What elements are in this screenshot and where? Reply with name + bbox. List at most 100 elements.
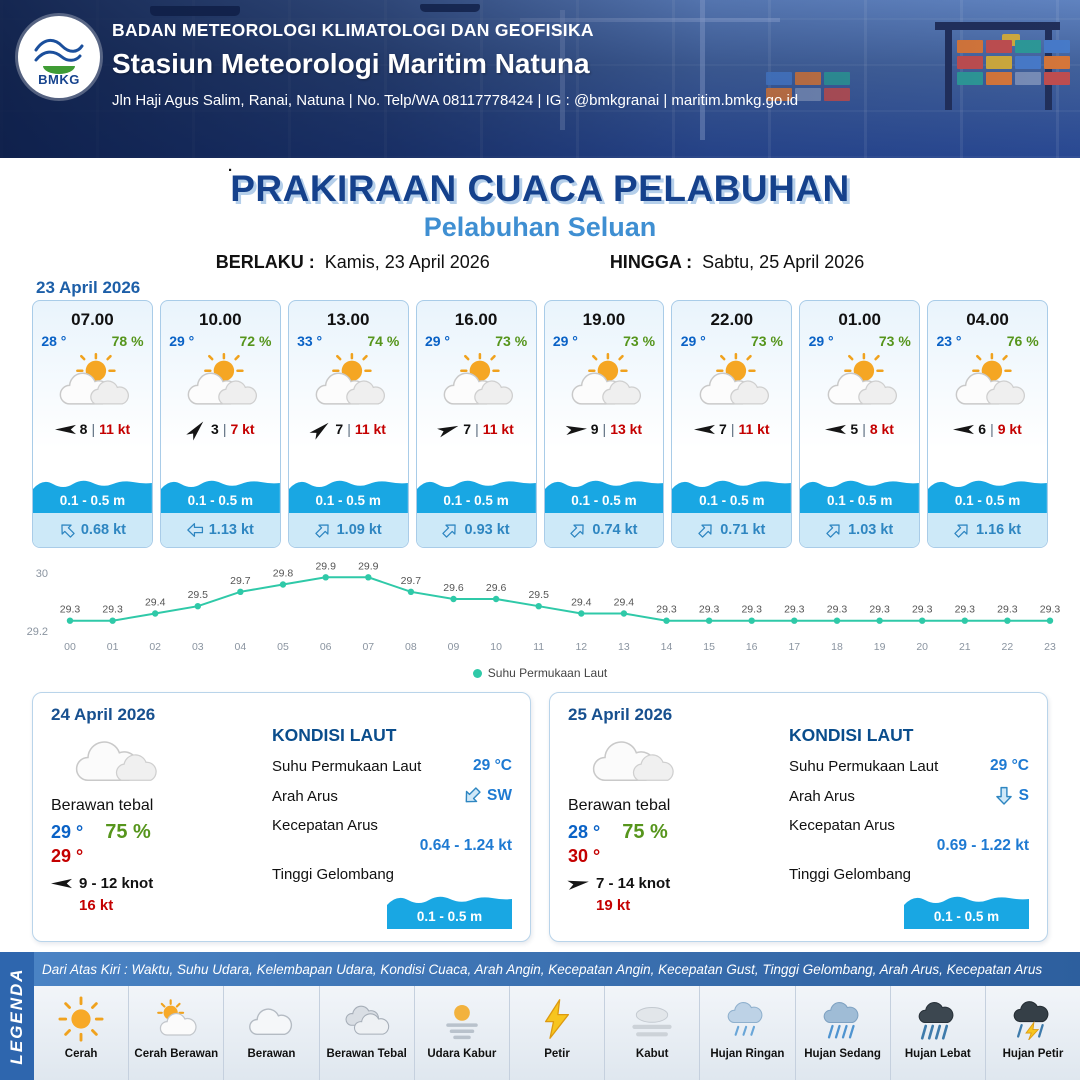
legend-item: Hujan Sedang — [795, 986, 891, 1080]
wind-direction-icon — [309, 418, 332, 440]
condition-label: Berawan tebal — [51, 797, 154, 814]
svg-text:12: 12 — [575, 641, 587, 653]
bmkg-logo-graphic — [34, 39, 84, 74]
forecast-date: 23 April 2026 — [36, 278, 141, 297]
legend-item: Hujan Ringan — [700, 986, 796, 1080]
humidity-value: 73 % — [623, 333, 656, 349]
forecast-time: 13.00 — [326, 310, 370, 329]
humidity-value: 72 % — [239, 333, 272, 349]
wave-height-badge: 0.1 - 0.5 m — [33, 473, 152, 513]
forecast-card: 07.00 28 ° 78 % 8 | 11 kt 0.1 - 0.5 m 0.… — [32, 300, 153, 548]
cloud-icon — [69, 727, 256, 793]
cloud-thick-icon — [343, 991, 391, 1047]
legend-label: Kabut — [635, 1048, 669, 1060]
header-banner: BMKG BADAN METEOROLOGI KLIMATOLOGI DAN G… — [0, 0, 1080, 158]
sea-conditions-heading: KONDISI LAUT — [272, 725, 397, 745]
humidity-value: 75 % — [622, 821, 668, 843]
wave-height-badge: 0.1 - 0.5 m — [904, 889, 1029, 929]
svg-text:29.3: 29.3 — [784, 604, 805, 616]
wind-direction-icon — [953, 424, 975, 435]
svg-text:29.3: 29.3 — [656, 604, 677, 616]
wave-height-value: 0.1 - 0.5 m — [443, 493, 509, 508]
legend-label: Petir — [544, 1048, 570, 1060]
sun-icon — [58, 991, 104, 1047]
sst-value: 29 °C — [473, 757, 512, 774]
wind-row: 8 | 11 kt — [54, 421, 131, 437]
current-direction-icon — [566, 518, 590, 542]
sun-cloud-icon — [183, 352, 258, 413]
svg-text:10: 10 — [490, 641, 502, 653]
legend-label: Udara Kabur — [427, 1048, 497, 1060]
current-direction-label: Arah Arus — [272, 787, 338, 805]
wind-row: 9 - 12 knot — [51, 875, 256, 892]
gust-value: 11 kt — [99, 421, 131, 437]
wave-height-value: 0.1 - 0.5 m — [933, 909, 1000, 924]
humidity-value: 73 % — [495, 333, 528, 349]
svg-text:17: 17 — [788, 641, 800, 653]
gust-value: 11 kt — [482, 421, 514, 437]
svg-text:21: 21 — [959, 641, 971, 653]
current-speed-value: 0.64 - 1.24 kt — [419, 837, 512, 854]
valid-to-label: HINGGA : — [609, 252, 693, 272]
wind-direction-icon — [825, 424, 847, 435]
gust-value: 13 kt — [610, 421, 643, 437]
sun-cloud-icon — [311, 352, 386, 413]
wind-range-value: 9 - 12 knot — [79, 875, 154, 892]
current-speed-value: 0.69 - 1.22 kt — [936, 837, 1029, 854]
contact-line: Jln Haji Agus Salim, Ranai, Natuna | No.… — [112, 92, 799, 109]
svg-text:29.3: 29.3 — [60, 604, 81, 616]
wave-height-badge: 0.1 - 0.5 m — [160, 473, 280, 513]
legend-label: Hujan Petir — [1002, 1048, 1064, 1060]
temperature-value: 29 ° — [680, 333, 706, 349]
temperature-min-value: 28 ° — [568, 822, 601, 842]
current-direction-value: SW — [487, 787, 512, 804]
temperature-value: 33 ° — [297, 333, 323, 349]
svg-text:16: 16 — [746, 641, 758, 653]
temperature-value: 29 ° — [808, 333, 834, 349]
sst-label: Suhu Permukaan Laut — [272, 757, 422, 775]
wind-direction-icon — [186, 417, 208, 440]
rain-light-icon — [724, 991, 770, 1047]
sun-cloud-icon — [55, 352, 130, 413]
wind-speed-value: 8 — [79, 421, 88, 437]
wind-row: 7 - 14 knot — [567, 875, 773, 892]
wind-row: 5 | 8 kt — [825, 421, 894, 437]
daily-date: 25 April 2026 — [568, 705, 673, 724]
sst-chart: 30 29.2 29.3 00 29.3 01 29.4 02 29.5 03 29.7 04 29… — [20, 556, 1070, 666]
sst-label: Suhu Permukaan Laut — [789, 757, 939, 775]
humidity-value: 74 % — [367, 333, 400, 349]
wind-direction-icon — [565, 423, 587, 436]
svg-text:29.3: 29.3 — [869, 604, 890, 616]
current-speed-value: 0.74 kt — [592, 522, 638, 538]
wave-height-value: 0.1 - 0.5 m — [315, 493, 381, 508]
svg-text:01: 01 — [107, 641, 119, 653]
current-direction-icon — [459, 783, 486, 810]
wind-direction-icon — [694, 424, 716, 435]
sun-cloud-icon — [695, 352, 769, 413]
wind-direction-icon — [437, 420, 460, 438]
bmkg-logo: BMKG — [18, 16, 100, 98]
svg-text:07: 07 — [362, 641, 374, 653]
svg-text:08: 08 — [405, 641, 417, 653]
svg-text:20: 20 — [916, 641, 928, 653]
svg-text:19: 19 — [874, 641, 886, 653]
gust-value: 16 kt — [79, 897, 114, 914]
stray-dot: . — [228, 158, 233, 175]
forecast-time: 22.00 — [710, 310, 754, 329]
cloud-icon — [247, 991, 295, 1047]
current-direction-value: S — [1018, 787, 1029, 804]
current-speed-value: 1.13 kt — [208, 522, 254, 538]
wind-row: 9 | 13 kt — [565, 421, 643, 437]
humidity-value: 76 % — [1006, 333, 1039, 349]
port-name-subtitle: Pelabuhan Seluan — [423, 212, 657, 242]
current-row: 1.09 kt — [288, 513, 408, 547]
svg-text:29.4: 29.4 — [145, 597, 166, 609]
legend-label: Hujan Sedang — [804, 1048, 881, 1060]
svg-text:06: 06 — [320, 641, 332, 653]
forecast-time: 04.00 — [966, 310, 1009, 329]
forecast-card: 22.00 29 ° 73 % 7 | 11 kt 0.1 - 0.5 m 0.… — [671, 300, 793, 548]
wave-height-value: 0.1 - 0.5 m — [954, 493, 1021, 508]
current-speed-label: Kecepatan Arus — [789, 817, 895, 834]
daily-forecast-card: 24 April 2026 Berawan tebal 29 ° 75 % 29… — [32, 692, 531, 942]
sun-cloud-icon — [439, 352, 514, 413]
